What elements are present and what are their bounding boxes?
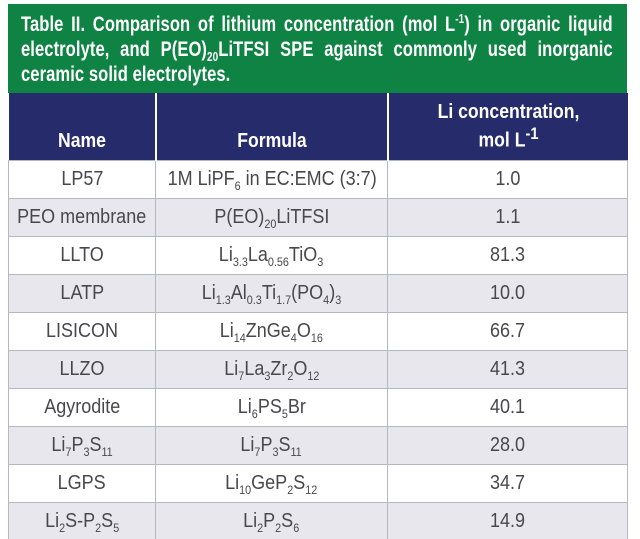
value-cell: 28.0 xyxy=(387,426,628,465)
name-cell: LLZO xyxy=(8,350,156,389)
table-row: LATP Li1.3Al0.3Ti1.7(PO4)3 10.0 xyxy=(8,274,628,313)
name-cell: Li7P3S11 xyxy=(8,426,156,465)
material-name: Li2S-P2S5 xyxy=(44,510,120,535)
formula-cell: 1M LiPF6 in EC:EMC (3:7) xyxy=(155,160,388,199)
material-name: LLZO xyxy=(59,358,105,380)
value-cell: 66.7 xyxy=(387,312,628,351)
table-caption: Table II. Comparison of lithium concentr… xyxy=(21,12,613,86)
li-concentration-value: 34.7 xyxy=(489,472,526,494)
material-formula: Li10GeP2S12 xyxy=(225,472,318,497)
table-header: Name Formula Li concentration, mol L-1 xyxy=(8,93,628,161)
material-formula: 1M LiPF6 in EC:EMC (3:7) xyxy=(167,168,377,193)
table-caption-banner: Table II. Comparison of lithium concentr… xyxy=(8,4,627,93)
material-formula: Li7P3S11 xyxy=(240,434,303,459)
material-formula: Li6PS5Br xyxy=(237,396,306,421)
header-name-label: Name xyxy=(57,130,106,152)
li-concentration-value: 66.7 xyxy=(489,320,526,342)
name-cell: LISICON xyxy=(8,312,156,351)
formula-cell: P(EO)20LiTFSI xyxy=(155,198,388,237)
li-concentration-value: 40.1 xyxy=(489,396,526,418)
header-name: Name xyxy=(8,93,156,161)
table-figure: Table II. Comparison of lithium concentr… xyxy=(8,4,628,539)
li-concentration-value: 28.0 xyxy=(489,434,526,456)
table-row: PEO membrane P(EO)20LiTFSI 1.1 xyxy=(8,198,628,237)
li-concentration-value: 14.9 xyxy=(489,510,526,532)
material-name: LLTO xyxy=(60,244,104,266)
name-cell: Agyrodite xyxy=(8,388,156,427)
table-row: Agyrodite Li6PS5Br 40.1 xyxy=(8,388,628,427)
formula-cell: Li7La3Zr2O12 xyxy=(155,350,388,389)
material-name: Li7P3S11 xyxy=(51,434,113,459)
table-row: Li7P3S11 Li7P3S11 28.0 xyxy=(8,426,628,465)
li-concentration-value: 10.0 xyxy=(489,282,526,304)
value-cell: 40.1 xyxy=(387,388,628,427)
material-name: PEO membrane xyxy=(17,206,147,228)
formula-cell: Li6PS5Br xyxy=(155,388,388,427)
name-cell: LGPS xyxy=(8,464,156,503)
name-cell: LATP xyxy=(8,274,156,313)
formula-cell: Li7P3S11 xyxy=(155,426,388,465)
material-name: Agyrodite xyxy=(43,396,121,418)
value-cell: 81.3 xyxy=(387,236,628,275)
header-row: Name Formula Li concentration, mol L-1 xyxy=(8,93,628,161)
value-cell: 10.0 xyxy=(387,274,628,313)
table-row: Li2S-P2S5 Li2P2S6 14.9 xyxy=(8,502,628,539)
name-cell: PEO membrane xyxy=(8,198,156,237)
material-formula: Li14ZnGe4O16 xyxy=(219,320,324,345)
material-name: LP57 xyxy=(60,168,104,190)
formula-cell: Li10GeP2S12 xyxy=(155,464,388,503)
header-formula: Formula xyxy=(154,93,388,161)
li-concentration-value: 41.3 xyxy=(489,358,526,380)
table-row: LISICON Li14ZnGe4O16 66.7 xyxy=(8,312,628,351)
value-cell: 1.1 xyxy=(387,198,628,237)
li-concentration-value: 81.3 xyxy=(489,244,526,266)
value-cell: 41.3 xyxy=(387,350,628,389)
table-row: LLTO Li3.3La0.56TiO3 81.3 xyxy=(8,236,628,275)
header-formula-label: Formula xyxy=(236,130,307,152)
header-li-concentration: Li concentration, mol L-1 xyxy=(386,93,628,161)
formula-cell: Li14ZnGe4O16 xyxy=(155,312,388,351)
table-row: LGPS Li10GeP2S12 34.7 xyxy=(8,464,628,503)
name-cell: Li2S-P2S5 xyxy=(8,502,156,539)
material-name: LATP xyxy=(60,282,104,304)
value-cell: 14.9 xyxy=(387,502,628,539)
formula-cell: Li3.3La0.56TiO3 xyxy=(155,236,388,275)
value-cell: 1.0 xyxy=(387,160,628,199)
material-formula: Li2P2S6 xyxy=(243,510,300,535)
value-cell: 34.7 xyxy=(387,464,628,503)
formula-cell: Li2P2S6 xyxy=(155,502,388,539)
name-cell: LLTO xyxy=(8,236,156,275)
header-li-line1: Li concentration, xyxy=(437,101,579,124)
material-name: LGPS xyxy=(57,472,107,494)
table-row: LLZO Li7La3Zr2O12 41.3 xyxy=(8,350,628,389)
material-formula: P(EO)20LiTFSI xyxy=(213,206,330,231)
material-formula: Li3.3La0.56TiO3 xyxy=(219,244,324,269)
material-formula: Li1.3Al0.3Ti1.7(PO4)3 xyxy=(201,282,342,307)
material-formula: Li7La3Zr2O12 xyxy=(223,358,320,383)
formula-cell: Li1.3Al0.3Ti1.7(PO4)3 xyxy=(155,274,388,313)
material-name: LISICON xyxy=(45,320,119,342)
table-row: LP57 1M LiPF6 in EC:EMC (3:7) 1.0 xyxy=(8,160,628,199)
name-cell: LP57 xyxy=(8,160,156,199)
header-li-line2: mol L-1 xyxy=(478,124,538,152)
li-concentration-value: 1.0 xyxy=(494,168,521,190)
data-table: Name Formula Li concentration, mol L-1 L… xyxy=(8,93,628,539)
table-body: LP57 1M LiPF6 in EC:EMC (3:7) 1.0 PEO me… xyxy=(8,160,628,539)
li-concentration-value: 1.1 xyxy=(494,206,521,228)
